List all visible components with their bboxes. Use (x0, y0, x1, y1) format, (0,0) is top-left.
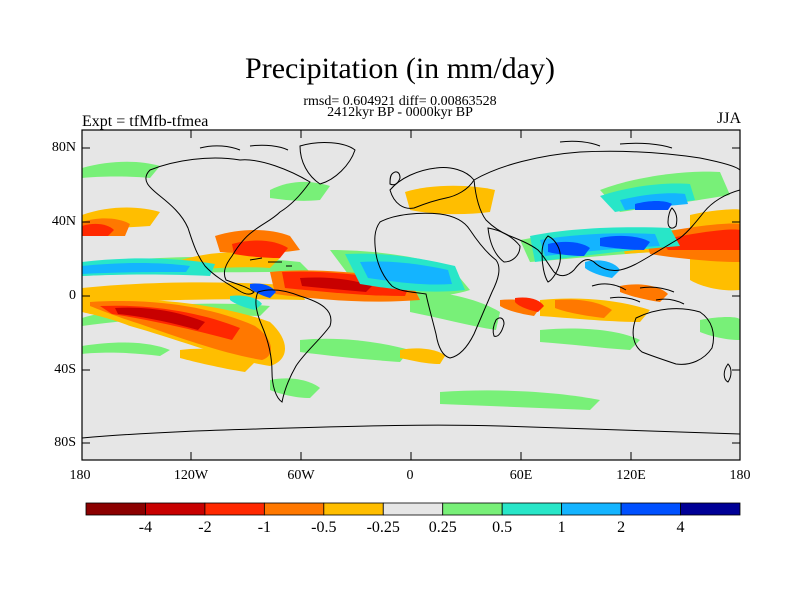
colorbar-swatch (145, 502, 206, 516)
lon-ticks (190, 130, 632, 460)
lon-label-120w: 120W (173, 468, 209, 483)
lon-label-180e: 180 (729, 468, 751, 483)
colorbar-swatch (204, 502, 265, 516)
lat-ticks (82, 147, 740, 444)
colorbar-tick-label: -1 (257, 519, 272, 536)
lon-label-120e: 120E (616, 468, 646, 483)
colorbar-swatch (442, 502, 503, 516)
colorbar-tick-label: -4 (138, 519, 153, 536)
colorbar-swatch (323, 502, 384, 516)
lon-label-60w: 60W (287, 468, 315, 483)
colorbar-tick-label: -2 (198, 519, 212, 536)
lat-label-80s: 80S (54, 435, 76, 450)
lat-label-eq: 0 (69, 288, 76, 303)
map-title: Precipitation (in mm/day) (245, 52, 555, 85)
colorbar-tick-label: 0.25 (428, 519, 457, 536)
coastlines (82, 140, 740, 439)
lat-label-40s: 40S (54, 362, 76, 377)
colorbar-swatch (263, 502, 325, 516)
colorbar-tick-label: -0.5 (311, 519, 337, 536)
colorbar-tick-label: 1 (557, 519, 566, 536)
period-line: 2412kyr BP - 0000kyr BP (327, 105, 473, 120)
season-label: JJA (716, 110, 741, 127)
colorbar-tick-label: 4 (676, 519, 685, 536)
colorbar-swatch (561, 502, 622, 516)
lat-label-80n: 80N (51, 140, 76, 155)
colorbar-swatch (85, 502, 146, 516)
darkred-areas (115, 277, 372, 330)
lon-label-180w: 180 (69, 468, 91, 483)
experiment-label: Expt = tfMfb-tfmea (82, 113, 209, 130)
colorbar-tick-label: -0.25 (366, 519, 400, 536)
colorbar-tick-label: 0.5 (492, 519, 513, 536)
colorbar-swatch (620, 502, 681, 516)
colorbar-tick-label: 2 (617, 519, 626, 536)
lat-label-40n: 40N (51, 214, 76, 229)
colorbar-swatch (382, 502, 444, 516)
stats-line: rmsd= 0.604921 diff= 0.00863528 (303, 94, 497, 109)
lon-label-0: 0 (406, 468, 414, 483)
precip-field (82, 130, 740, 460)
colorbar (85, 502, 741, 516)
colorbar-swatch (680, 502, 741, 516)
colorbar-swatch (501, 502, 563, 516)
lon-label-60e: 60E (509, 468, 533, 483)
